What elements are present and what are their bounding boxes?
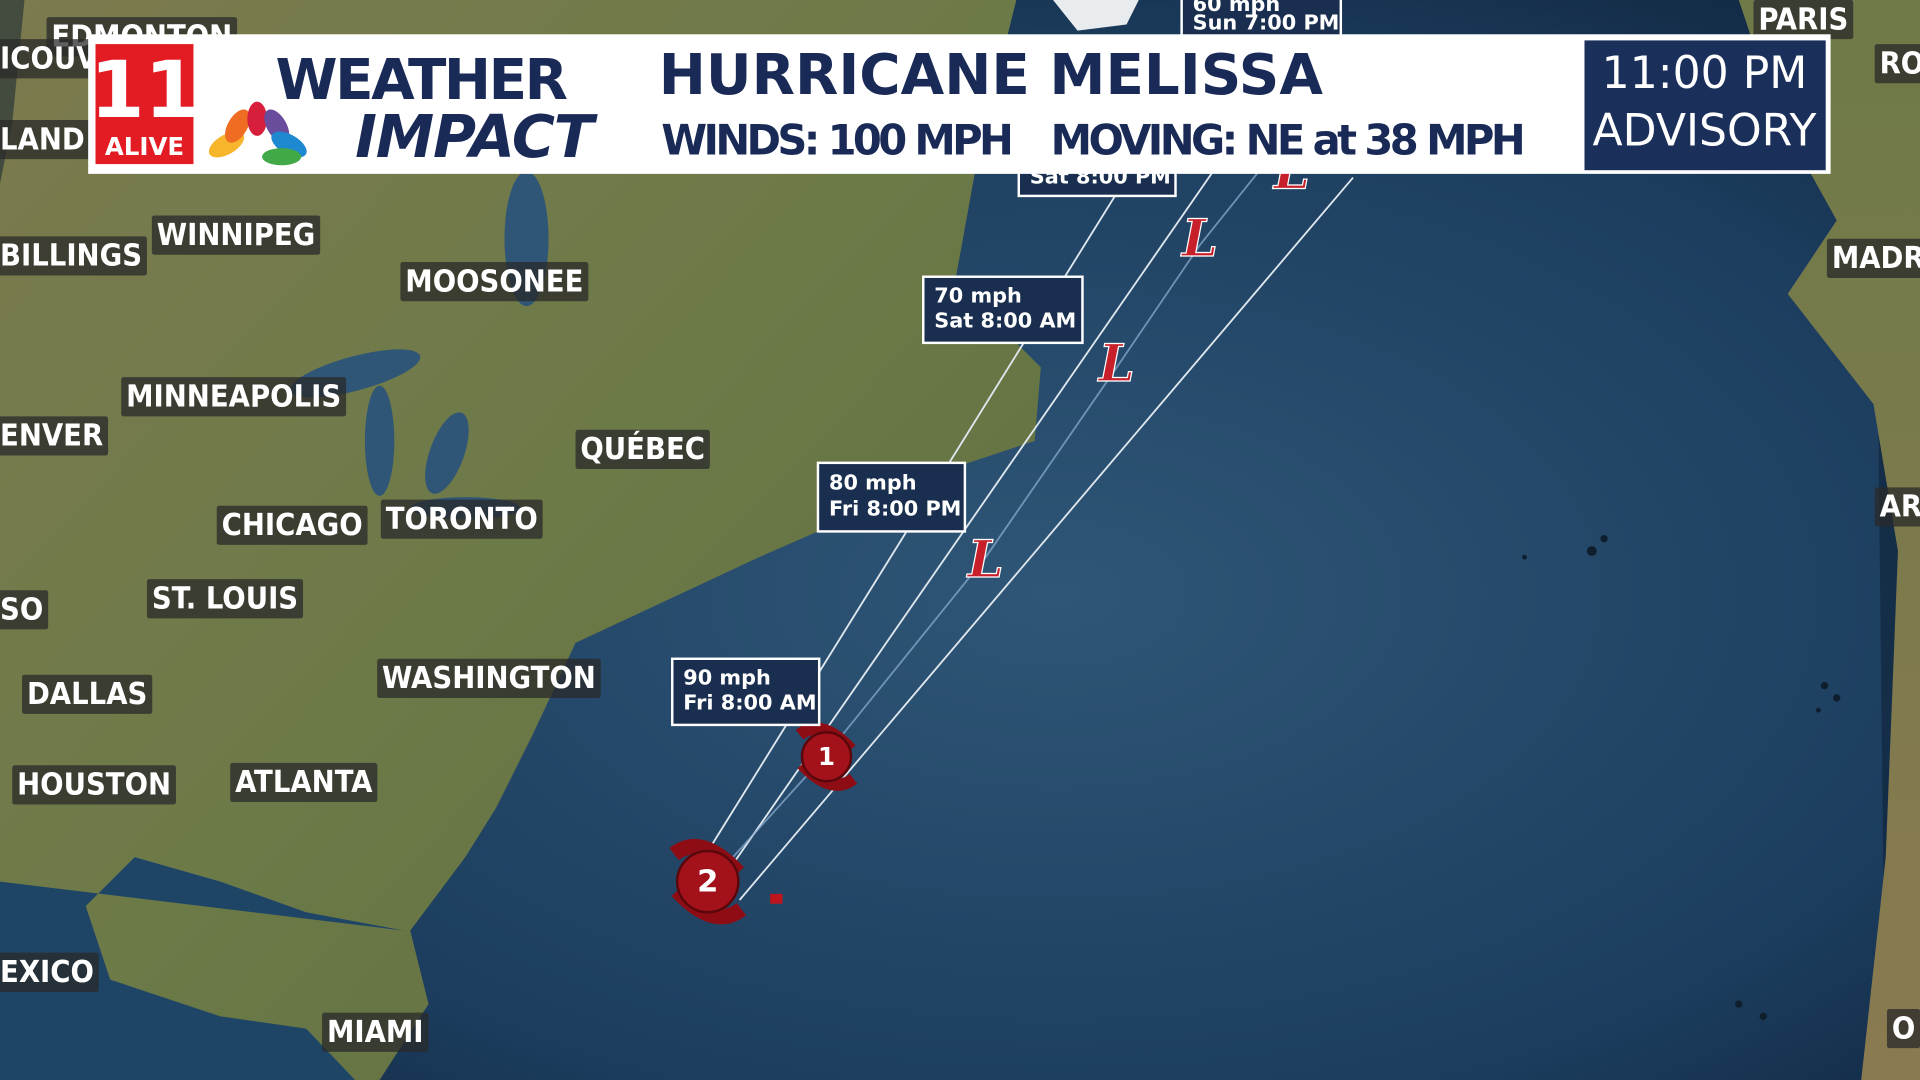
city-label-bg [22,674,153,714]
city-label: DALLAS [27,677,147,712]
greenland-ice [1053,0,1139,31]
city-label: BILLINGS [0,239,142,274]
city-label-bg [0,952,99,992]
city-label-bg [121,377,347,417]
brand-impact: IMPACT [355,102,598,171]
city-label: TORONTO [386,502,538,537]
city-label-bg [146,579,304,619]
forecast-box [1180,0,1343,41]
advisory-label: ADVISORY [1593,105,1818,156]
forecast-time: Sat 8:00 AM [934,309,1076,333]
logo-box [95,44,194,165]
city-label-bg [230,762,378,803]
city-label: ICOUV [0,42,98,77]
low-marker: L [1097,334,1135,394]
city-label-bg [400,262,589,302]
city-label-bg [1826,238,1920,278]
storm-icon [675,849,740,914]
forecast-time: Fri 8:00 AM [683,691,816,715]
winds: WINDS: 100 MPH [661,115,1014,164]
low-marker: L [1180,209,1218,269]
city-label-bg [151,215,321,255]
logo-text: ALIVE [105,132,184,161]
storm-icon [800,731,853,783]
position-marker [770,893,783,904]
city-label: QUÉBEC [580,431,705,467]
city-label-bg [1886,1008,1920,1049]
city-label-bg [380,499,543,539]
city-label: O [1892,1011,1915,1046]
city-label: PARIS [1758,2,1848,37]
overlay: EDMONTONICOUVLANDBILLINGSWINNIPEGMOOSONE… [0,0,1920,1052]
city-label-bg [1874,487,1920,527]
city-label: SO [0,593,43,628]
city-label: HOUSTON [17,768,171,803]
brand-weather: WEATHER [276,48,568,113]
city-label-bg [377,658,601,698]
city-label-bg [0,236,147,276]
header: 11 ALIVE WEATHER IMPACT HURRICANE MELISS… [88,34,1831,174]
city-label-bg [0,120,90,160]
header-bar [88,34,1831,174]
city-label: MOOSONEE [405,264,583,299]
city-label-bg [12,765,176,805]
advisory-box [1584,40,1826,171]
city-label-bg [0,590,49,630]
city-label: MINNEAPOLIS [126,379,341,414]
storm-title: HURRICANE MELISSA [659,43,1324,108]
lake [425,412,469,494]
north-america [0,0,1041,1080]
islands [1522,535,1841,1020]
lake [364,385,395,496]
city-label: AR [1880,490,1920,525]
forecast-time: Fri 8:00 PM [829,496,961,520]
city-label-bg [322,1012,429,1052]
city-label: WINNIPEG [157,218,316,253]
city-label-bg [0,416,109,456]
city-label: MADR [1832,241,1920,276]
city-label: LAND [0,122,85,157]
logo-number: 11 [90,45,199,136]
forecast-wind: 70 mph [934,284,1022,308]
nbc-peacock [208,101,307,166]
low-marker: L [966,530,1004,590]
city-label: WASHINGTON [382,661,596,696]
city-label-bg [216,505,368,545]
city-label-bg [1753,0,1854,40]
city-label-bg [0,39,103,79]
forecast-wind: 60 mph [1193,0,1281,16]
city-label: ENVER [0,419,103,454]
forecast-wind: 90 mph [683,666,771,690]
city-label-bg [575,429,710,469]
city-label: CHICAGO [222,508,363,543]
forecast-time: Sun 7:00 PM [1193,11,1340,35]
storm-category: 2 [697,864,718,899]
city-label: RO [1880,46,1920,81]
forecast-wind: 80 mph [829,470,917,494]
city-label: MIAMI [327,1015,424,1050]
forecast-box [922,275,1084,345]
forecast-box [816,461,967,533]
city-label: EXICO [0,955,94,990]
city-label: ATLANTA [235,765,373,800]
advisory-time: 11:00 PM [1602,48,1808,99]
gulf-of-mexico [0,857,405,1080]
forecast-box [671,657,821,727]
storm-category: 1 [818,742,835,771]
city-label-bg [1874,44,1920,84]
city-label: ST. LOUIS [152,582,298,617]
moving: MOVING: NE at 38 MPH [1051,115,1526,164]
